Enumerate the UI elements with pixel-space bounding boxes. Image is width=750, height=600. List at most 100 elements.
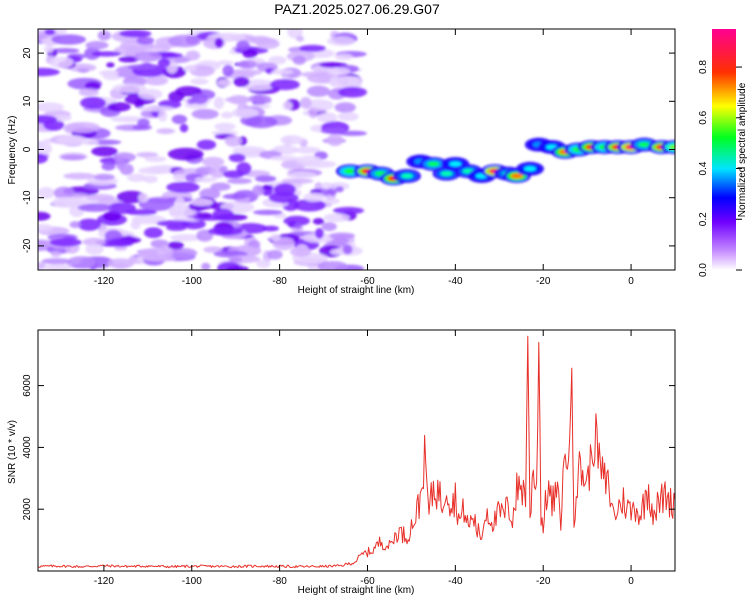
heatmap-noise-cell xyxy=(293,199,326,212)
colorbar-tick-label: 0.2 xyxy=(698,212,709,226)
heatmap-noise-cell xyxy=(170,234,202,242)
heatmap-noise-cell xyxy=(85,193,115,201)
heatmap-noise-cell xyxy=(199,188,221,200)
heatmap-noise-cell xyxy=(51,34,87,45)
heatmap-noise-cell xyxy=(97,30,111,41)
heatmap-ridge-peak xyxy=(524,166,537,172)
heatmap-noise-cell xyxy=(327,133,343,147)
heatmap-noise-cell xyxy=(217,79,233,87)
heatmap-noise-cell xyxy=(321,222,337,232)
heatmap-noise-cell xyxy=(224,135,242,147)
heatmap-noise-cell xyxy=(38,186,55,199)
heatmap-noise-cell xyxy=(156,128,176,135)
heatmap-noise-cell xyxy=(255,175,277,183)
x-tick-label: -40 xyxy=(448,576,463,587)
heatmap-ridge-peak xyxy=(440,171,453,177)
snr-x-axis-label: Height of straight line (km) xyxy=(298,585,415,596)
heatmap-noise-cell xyxy=(106,62,115,68)
heatmap-noise-cell xyxy=(194,176,217,183)
heatmap-noise-cell xyxy=(272,237,295,251)
heatmap-noise-cell xyxy=(138,88,163,100)
snr-panel: -120 -100 -80 -60 -40 -20 0 2000 4000 6000 Heigh… xyxy=(7,329,676,596)
x-tick-label: -20 xyxy=(536,576,551,587)
heatmap-noise-cell xyxy=(69,221,81,229)
heatmap-ridge-peak xyxy=(669,144,675,150)
heatmap-noise-cell xyxy=(269,79,300,91)
snr-y-ticks: 2000 4000 6000 xyxy=(22,374,675,520)
x-tick-label: -120 xyxy=(94,576,114,587)
heatmap-noise-cell xyxy=(270,69,294,75)
snr-frame xyxy=(37,329,676,572)
heatmap-noise-cell xyxy=(293,146,321,154)
heatmap-noise-cell xyxy=(179,123,189,133)
heatmap-noise-cell xyxy=(262,184,274,190)
heatmap-noise-cell xyxy=(323,197,340,205)
heatmap-noise-cell xyxy=(334,53,353,61)
snr-y-axis-label: SNR (10 * v/v) xyxy=(7,420,18,484)
heatmap-noise-cell xyxy=(270,155,299,161)
heatmap-noise-cell xyxy=(136,36,155,45)
heatmap-noise-cell xyxy=(138,198,175,211)
colorbar-scale xyxy=(712,29,736,270)
heatmap-cells xyxy=(38,29,675,270)
heatmap-noise-cell xyxy=(267,249,283,260)
heatmap-noise-cell xyxy=(331,76,362,88)
heatmap-noise-cell xyxy=(53,186,75,200)
heatmap-ridge-peak xyxy=(510,173,523,179)
heatmap-noise-cell xyxy=(41,258,72,265)
heatmap-noise-cell xyxy=(300,71,330,78)
heatmap-noise-cell xyxy=(256,259,271,269)
colorbar-tick-label: 0.8 xyxy=(698,60,709,74)
heatmap-noise-cell xyxy=(38,223,54,232)
colorbar-tick-label: 0.0 xyxy=(698,263,709,277)
heatmap-noise-cell xyxy=(312,217,325,225)
heatmap-noise-cell xyxy=(143,227,163,239)
heatmap-noise-cell xyxy=(144,156,167,163)
heatmap-noise-cell xyxy=(38,211,51,221)
heatmap-noise-cell xyxy=(38,142,53,155)
heatmap-noise-cell xyxy=(317,261,348,270)
heatmap-noise-cell xyxy=(112,83,147,93)
heatmap-noise-cell xyxy=(50,251,62,258)
heatmap-noise-cell xyxy=(38,153,48,164)
spectrogram-x-ticks: -120 -100 -80 -60 -40 -20 0 xyxy=(94,29,634,287)
heatmap-noise-cell xyxy=(144,75,169,86)
colorbar: 0.0 0.2 0.4 0.6 0.8 Normalized spectral ampl… xyxy=(698,29,748,277)
heatmap-noise-cell xyxy=(101,162,116,171)
heatmap-noise-cell xyxy=(38,102,65,112)
heatmap-noise-cell xyxy=(191,93,209,105)
heatmap-noise-cell xyxy=(38,115,58,124)
heatmap-noise-cell xyxy=(226,177,253,185)
heatmap-noise-cell xyxy=(82,237,106,247)
heatmap-noise-cell xyxy=(290,246,312,257)
heatmap-noise-cell xyxy=(280,135,304,145)
heatmap-noise-cell xyxy=(104,229,122,242)
heatmap-noise-cell xyxy=(190,198,214,207)
heatmap-noise-cell xyxy=(138,105,175,112)
heatmap-noise-cell xyxy=(328,232,356,240)
spectrogram-y-ticks: -20 -10 0 10 20 xyxy=(22,47,675,253)
heatmap-ridge-peak xyxy=(401,173,414,179)
heatmap-noise-cell xyxy=(216,60,234,66)
heatmap-noise-cell xyxy=(77,203,113,212)
figure-title: PAZ1.2025.027.06.29.G07 xyxy=(274,1,440,17)
heatmap-noise-cell xyxy=(314,228,324,239)
heatmap-noise-cell xyxy=(169,207,181,216)
heatmap-noise-cell xyxy=(190,78,209,85)
heatmap-noise-cell xyxy=(103,211,122,222)
heatmap-noise-cell xyxy=(196,212,212,219)
heatmap-noise-cell xyxy=(91,146,118,157)
heatmap-noise-cell xyxy=(255,38,280,49)
heatmap-noise-cell xyxy=(38,262,46,270)
y-tick-label: 20 xyxy=(22,47,33,59)
heatmap-noise-cell xyxy=(63,172,96,180)
heatmap-noise-cell xyxy=(282,101,293,111)
x-tick-label: -100 xyxy=(182,276,202,287)
heatmap-noise-cell xyxy=(80,96,107,109)
heatmap-noise-cell xyxy=(66,256,97,269)
heatmap-noise-cell xyxy=(268,192,299,204)
heatmap-noise-cell xyxy=(242,48,258,59)
heatmap-noise-cell xyxy=(292,55,306,65)
heatmap-noise-cell xyxy=(334,102,356,113)
heatmap-noise-cell xyxy=(196,139,217,150)
